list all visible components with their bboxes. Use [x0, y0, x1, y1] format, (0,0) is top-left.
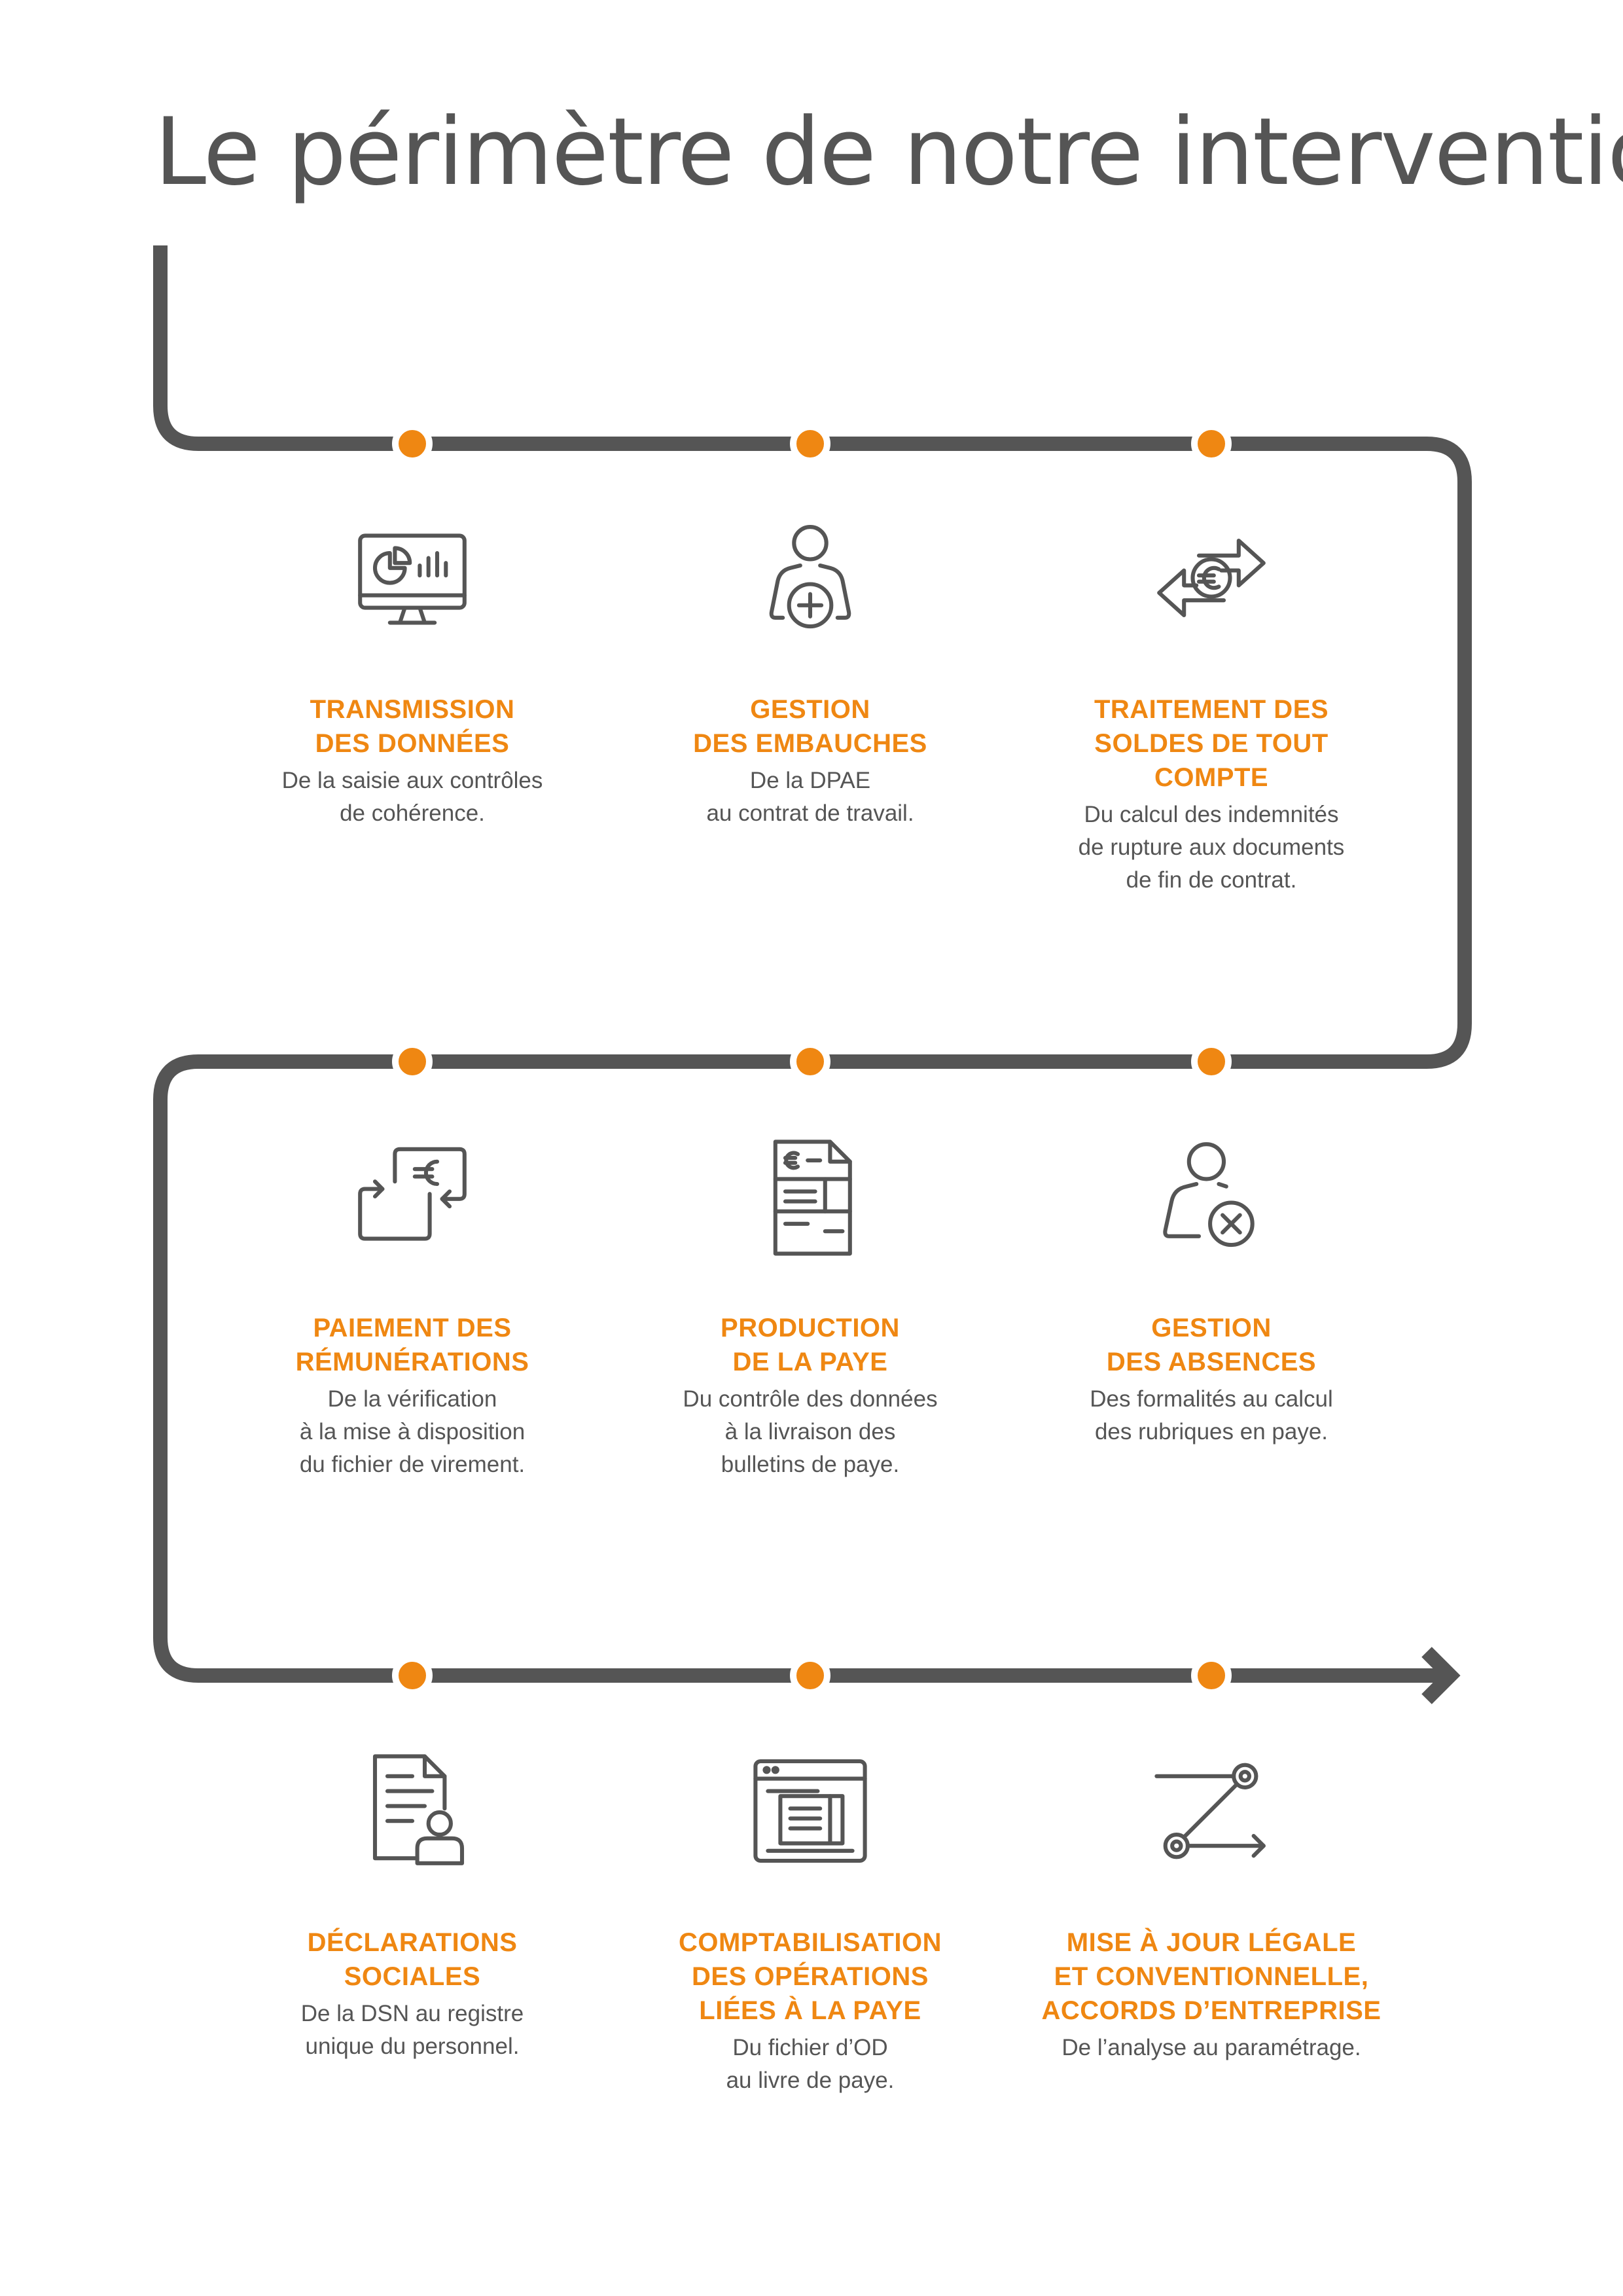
step-description: De la saisie aux contrôles de cohérence.	[281, 768, 543, 826]
step-heading: COMPTABILISATION DES OPÉRATIONS LIÉES À …	[678, 1928, 942, 2025]
step-transmission: TRANSMISSION DES DONNÉES De la saisie au…	[229, 516, 596, 830]
step-heading: MISE À JOUR LÉGALE ET CONVENTIONNELLE, A…	[1041, 1928, 1382, 2025]
step-soldes: TRAITEMENT DES SOLDES DE TOUT COMPTE Du …	[1028, 516, 1395, 897]
step-description: De la vérification à la mise à dispositi…	[299, 1386, 526, 1477]
step-description: Des formalités au calcul des rubriques e…	[1090, 1386, 1333, 1444]
step-description: De la DSN au registre unique du personne…	[300, 2001, 524, 2059]
step-description: Du calcul des indemnités de rupture aux …	[1078, 802, 1345, 893]
monitor-chart-icon	[358, 533, 467, 625]
ledger-window-icon	[753, 1759, 867, 1863]
document-user-icon	[372, 1754, 465, 1865]
page-title: Le périmètre de notre intervention	[154, 98, 1623, 206]
step-mise-a-jour: MISE À JOUR LÉGALE ET CONVENTIONNELLE, A…	[1028, 1749, 1395, 2064]
payslip-icon	[773, 1139, 852, 1256]
step-embauches: GESTION DES EMBAUCHES De la DPAE au cont…	[627, 516, 993, 830]
user-remove-icon	[1163, 1142, 1255, 1247]
step-description: Du contrôle des données à la livraison d…	[683, 1386, 938, 1477]
step-heading: PRODUCTION DE LA PAYE	[721, 1314, 900, 1376]
step-description: Du fichier d’OD au livre de paye.	[726, 2035, 895, 2093]
milestone-dot-2	[790, 423, 830, 464]
step-production: PRODUCTION DE LA PAYE Du contrôle des do…	[627, 1134, 993, 1481]
euro-exchange-icon	[1157, 538, 1266, 618]
milestone-dot-8	[790, 1655, 830, 1696]
step-heading: TRAITEMENT DES SOLDES DE TOUT COMPTE	[1094, 695, 1329, 792]
settings-path-icon	[1154, 1763, 1266, 1859]
step-description: De l’analyse au paramétrage.	[1061, 2035, 1361, 2060]
step-heading: PAIEMENT DES RÉMUNÉRATIONS	[295, 1314, 529, 1376]
euro-transfer-icon	[358, 1147, 467, 1241]
step-paiement: PAIEMENT DES RÉMUNÉRATIONS De la vérific…	[229, 1134, 596, 1481]
step-description: De la DPAE au contrat de travail.	[706, 768, 914, 826]
milestone-dot-4	[392, 1041, 433, 1082]
arrow-head-icon	[1421, 1647, 1461, 1704]
user-add-icon	[769, 525, 851, 629]
milestone-dot-6	[1191, 1041, 1232, 1082]
milestone-dot-9	[1191, 1655, 1232, 1696]
step-absences: GESTION DES ABSENCES Des formalités au c…	[1028, 1134, 1395, 1448]
process-line	[153, 245, 1472, 1683]
milestone-dot-1	[392, 423, 433, 464]
step-heading: GESTION DES ABSENCES	[1106, 1314, 1317, 1376]
step-declarations: DÉCLARATIONS SOCIALES De la DSN au regis…	[229, 1749, 596, 2063]
step-heading: TRANSMISSION DES DONNÉES	[310, 695, 515, 758]
milestone-dot-3	[1191, 423, 1232, 464]
step-comptabilisation: COMPTABILISATION DES OPÉRATIONS LIÉES À …	[627, 1749, 993, 2097]
milestone-dot-7	[392, 1655, 433, 1696]
milestone-dot-5	[790, 1041, 830, 1082]
step-heading: DÉCLARATIONS SOCIALES	[307, 1928, 518, 1991]
step-heading: GESTION DES EMBAUCHES	[693, 695, 927, 758]
